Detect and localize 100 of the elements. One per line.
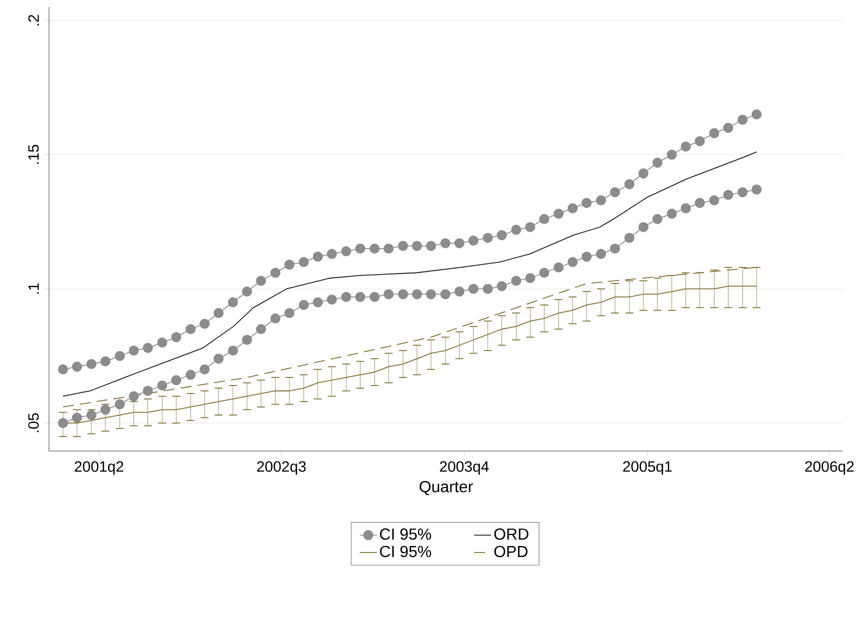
point — [72, 412, 82, 423]
point — [666, 150, 677, 160]
point — [228, 346, 238, 356]
point — [256, 324, 266, 334]
point — [468, 284, 478, 294]
point — [341, 292, 352, 302]
point — [638, 222, 648, 232]
point — [496, 281, 507, 292]
point — [738, 114, 748, 125]
point — [482, 284, 493, 294]
point — [100, 356, 110, 366]
point — [242, 334, 252, 345]
point — [200, 364, 210, 374]
point — [454, 286, 464, 297]
point — [412, 289, 422, 300]
point — [638, 168, 648, 178]
point — [680, 142, 691, 152]
point — [738, 187, 748, 198]
point — [214, 308, 224, 318]
point — [128, 391, 139, 402]
point — [568, 256, 578, 268]
legend-label: OPD — [494, 546, 528, 558]
point — [624, 232, 634, 243]
point — [298, 300, 309, 310]
point — [157, 338, 168, 348]
point — [142, 386, 153, 396]
x-axis-title: Quarter — [420, 480, 473, 496]
y-tick-label: .1 — [28, 283, 39, 294]
point — [256, 276, 266, 286]
point — [596, 248, 606, 259]
legend-label: CI 95% — [380, 528, 432, 540]
point — [652, 214, 662, 224]
point — [496, 230, 507, 240]
point — [157, 380, 168, 391]
point — [355, 292, 366, 302]
point — [312, 297, 323, 308]
point — [525, 222, 536, 232]
point — [694, 198, 705, 208]
point — [709, 128, 720, 138]
point — [384, 289, 394, 300]
point — [610, 187, 620, 198]
point — [398, 289, 408, 300]
point — [370, 244, 380, 254]
point — [426, 240, 436, 251]
point — [72, 362, 82, 372]
point — [539, 268, 550, 278]
point — [58, 418, 68, 428]
point — [596, 195, 606, 206]
point — [298, 256, 309, 268]
point — [341, 246, 352, 256]
point — [312, 252, 323, 262]
point — [440, 238, 450, 248]
point — [511, 224, 522, 235]
point — [384, 244, 394, 254]
point — [652, 158, 662, 168]
line-series — [62, 152, 758, 397]
point — [511, 276, 522, 286]
y-tick-label: .15 — [28, 144, 39, 164]
point — [355, 244, 366, 254]
x-tick-label: 2005q1 — [623, 461, 672, 475]
point — [58, 364, 68, 374]
point — [128, 346, 139, 356]
y-tick-label: .05 — [28, 413, 39, 432]
point — [723, 122, 734, 133]
point — [752, 109, 762, 120]
point — [412, 240, 422, 251]
point — [86, 358, 96, 370]
point — [666, 208, 677, 219]
point — [440, 289, 450, 300]
point — [426, 289, 436, 300]
point — [284, 308, 294, 318]
point — [468, 236, 478, 246]
point — [554, 208, 564, 219]
legend-label: CI 95% — [380, 546, 432, 558]
x-tick-label: 2003q4 — [440, 461, 489, 475]
point — [114, 350, 125, 362]
point — [482, 232, 493, 243]
point — [525, 273, 536, 284]
point — [680, 203, 691, 214]
point — [270, 313, 280, 324]
point — [624, 179, 634, 190]
point — [454, 238, 464, 248]
point — [568, 203, 578, 214]
y-tick-label: .2 — [28, 14, 39, 26]
point — [171, 332, 182, 342]
point — [694, 136, 705, 146]
point — [709, 195, 720, 206]
point — [610, 244, 620, 254]
point — [200, 318, 210, 329]
point — [326, 294, 337, 305]
point — [214, 354, 224, 364]
point — [242, 286, 252, 297]
point — [723, 190, 734, 200]
point — [228, 297, 238, 308]
point — [398, 240, 408, 251]
point — [100, 404, 110, 415]
point — [554, 262, 564, 272]
x-tick-label: 2006q2 — [805, 461, 854, 475]
point — [326, 248, 337, 259]
point — [582, 198, 592, 208]
